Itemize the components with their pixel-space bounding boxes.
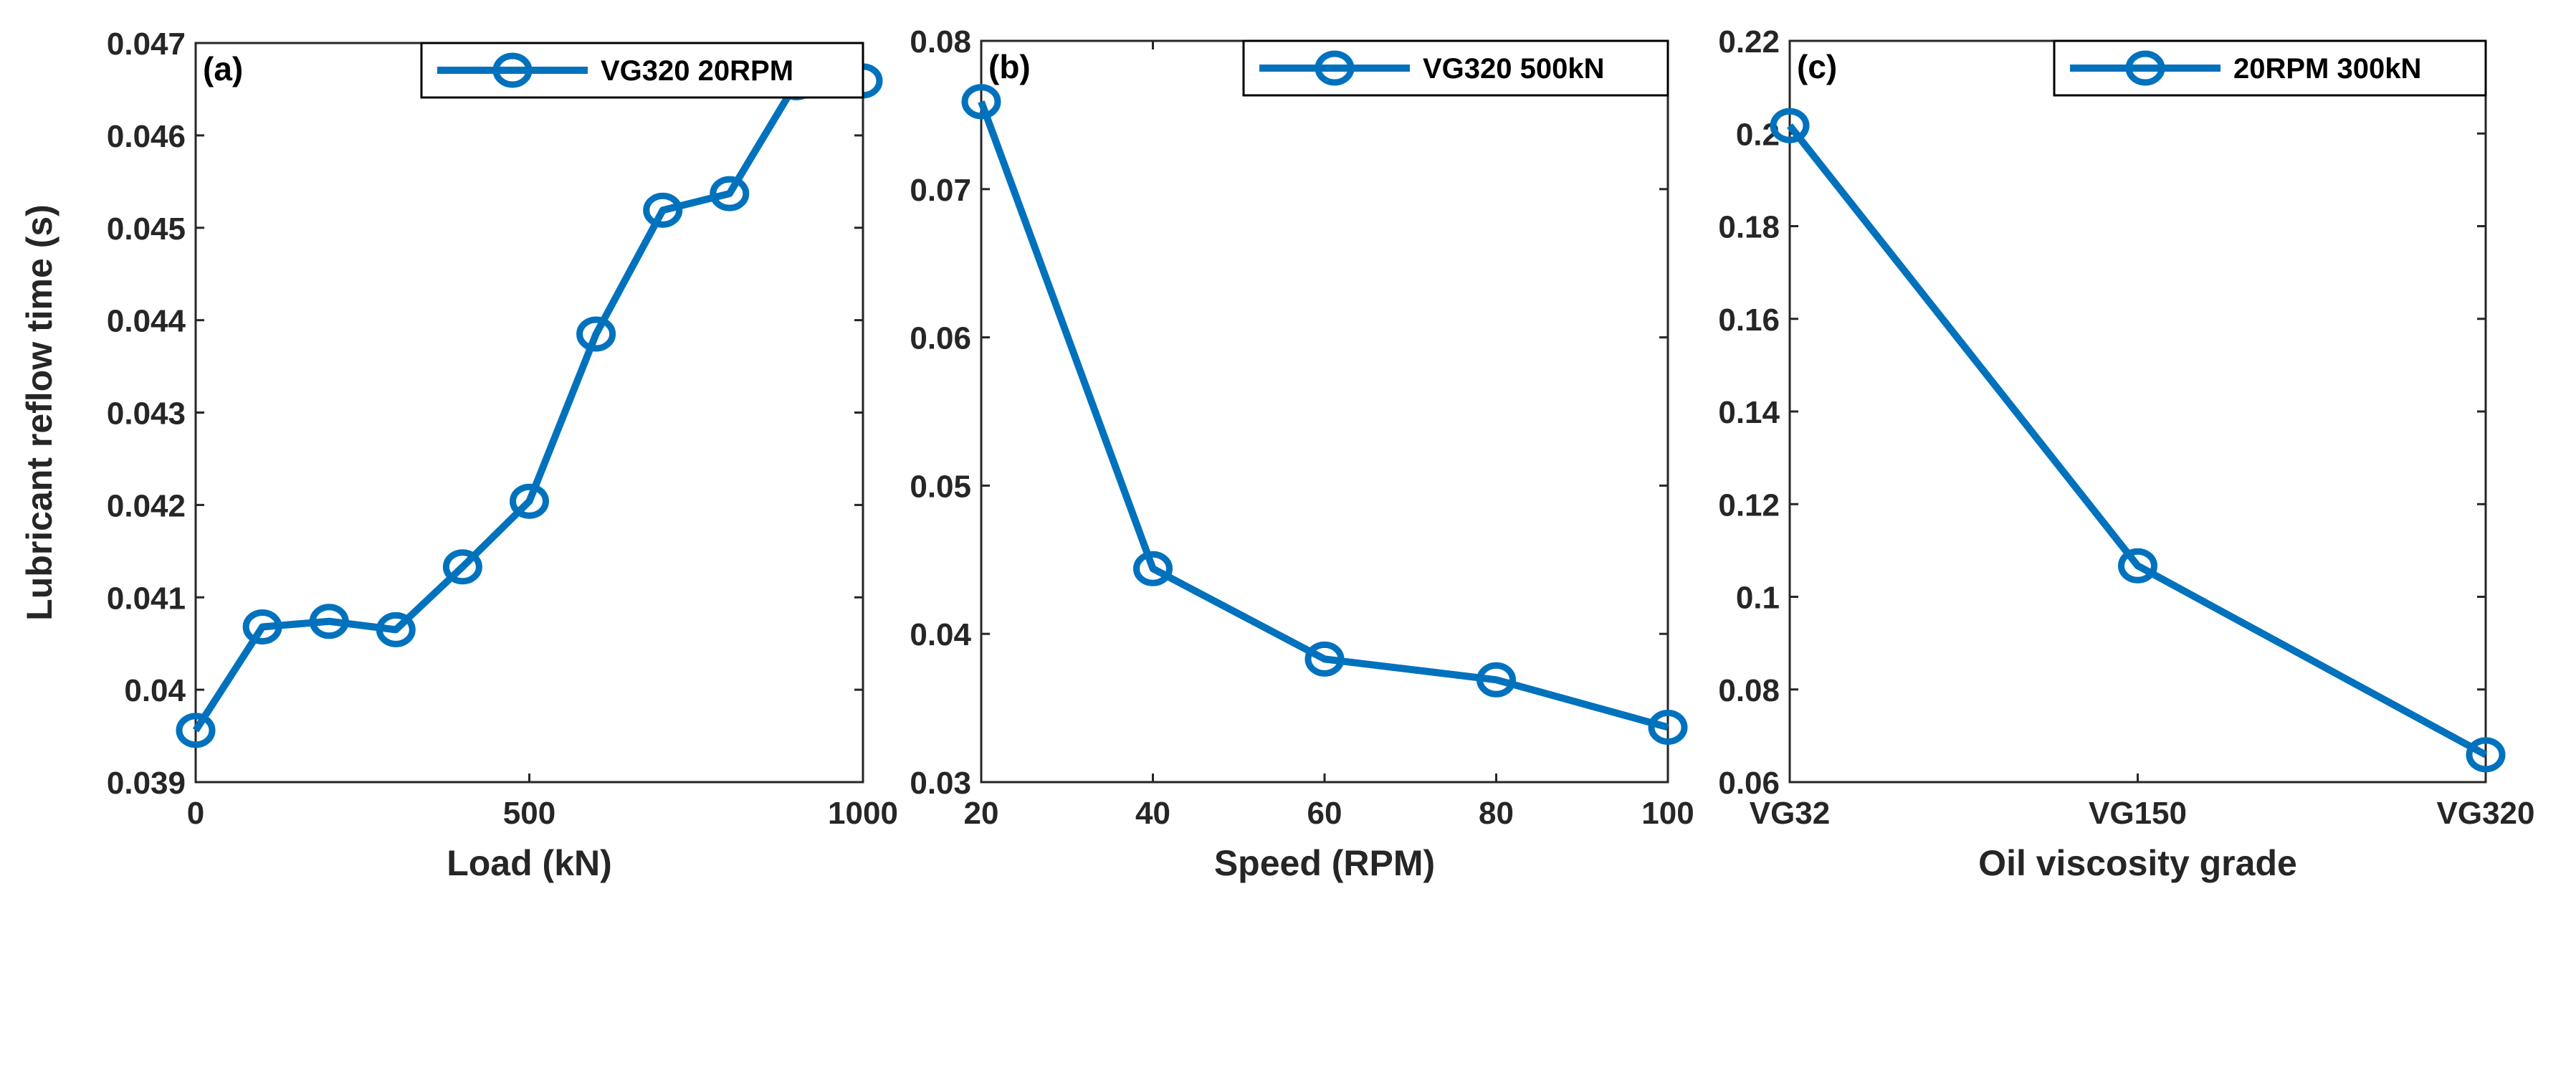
y-axis-label: Lubricant reflow time (s)	[19, 204, 59, 621]
x-tick-label: 0	[187, 796, 204, 831]
x-tick-label: VG32	[1750, 796, 1831, 831]
y-tick-label: 0.042	[107, 488, 186, 523]
x-tick-label: 100	[1641, 796, 1694, 831]
y-tick-label: 0.07	[910, 173, 971, 208]
data-point	[510, 483, 549, 519]
legend-entry: 20RPM 300kN	[2233, 53, 2421, 85]
data-point	[1770, 108, 1810, 143]
panel-label: (a)	[203, 50, 243, 87]
y-tick-label: 0.046	[107, 119, 186, 154]
panel-label: (b)	[988, 48, 1031, 85]
series-line	[1787, 123, 2488, 758]
data-point	[961, 84, 1001, 120]
y-tick-label: 0.06	[1718, 766, 1780, 801]
series-line	[192, 77, 864, 733]
data-point	[1477, 662, 1516, 698]
y-tick-label: 0.18	[1718, 210, 1780, 245]
data-point	[643, 192, 683, 228]
x-tick-label: 80	[1479, 796, 1514, 831]
data-point	[1133, 551, 1173, 586]
x-tick-label: 60	[1307, 796, 1342, 831]
y-tick-label: 0.06	[910, 321, 971, 356]
chart-panel-a: 0.039 0.04 0.041 0.042 0.043 0.044 0.045 0.046 0…	[19, 27, 898, 883]
legend-entry: VG320 500kN	[1423, 53, 1605, 85]
x-axis-label: Oil viscosity grade	[1978, 843, 2297, 883]
y-tick-label: 0.041	[107, 581, 186, 616]
data-point	[576, 316, 616, 352]
x-tick-label: 20	[964, 796, 999, 831]
data-point	[2466, 737, 2506, 773]
y-tick-label: 0.1	[1736, 581, 1780, 616]
legend-entry: VG320 20RPM	[601, 55, 793, 87]
y-tick-label: 0.047	[107, 27, 186, 62]
y-tick-label: 0.12	[1718, 487, 1780, 523]
legend-marker	[492, 52, 533, 88]
x-axis-label: Speed (RPM)	[1214, 843, 1435, 883]
y-tick-label: 0.16	[1718, 303, 1780, 338]
data-point	[442, 549, 482, 585]
data-point	[1648, 709, 1688, 745]
panel-label: (c)	[1797, 48, 1837, 85]
x-tick-label: VG320	[2437, 796, 2535, 831]
data-point	[710, 176, 750, 211]
x-tick-label: VG150	[2089, 796, 2187, 831]
plot-area	[194, 42, 864, 784]
legend-marker	[2125, 50, 2165, 86]
data-point	[376, 611, 416, 647]
x-tick-label: 1000	[828, 796, 898, 831]
data-point	[242, 609, 282, 644]
data-point	[2118, 548, 2157, 584]
y-tick-label: 0.04	[124, 673, 186, 708]
y-tick-label: 0.08	[1718, 673, 1780, 708]
x-tick-label: 500	[503, 796, 555, 831]
y-tick-label: 0.044	[107, 304, 186, 339]
data-point	[176, 713, 216, 748]
y-tick-label: 0.04	[910, 617, 971, 652]
data-point	[1304, 641, 1345, 677]
plot-area	[1788, 39, 2487, 784]
x-axis-label: Load (kN)	[447, 843, 612, 883]
y-tick-label: 0.08	[910, 24, 971, 60]
chart-panel-b: 0.03 0.04 0.05 0.06 0.07 0.08 20 40 60 80 100 Speed…	[910, 24, 1694, 883]
x-tick-label: 40	[1135, 796, 1170, 831]
y-tick-label: 0.045	[107, 211, 186, 247]
series-line	[978, 100, 1669, 731]
data-point	[309, 604, 349, 639]
y-tick-label: 0.039	[107, 766, 186, 801]
y-tick-label: 0.05	[910, 469, 971, 504]
y-tick-label: 0.043	[107, 396, 186, 432]
y-tick-label: 0.03	[910, 766, 971, 801]
legend-marker	[1315, 50, 1355, 86]
y-tick-label: 0.22	[1718, 24, 1780, 60]
y-tick-label: 0.14	[1718, 395, 1780, 430]
